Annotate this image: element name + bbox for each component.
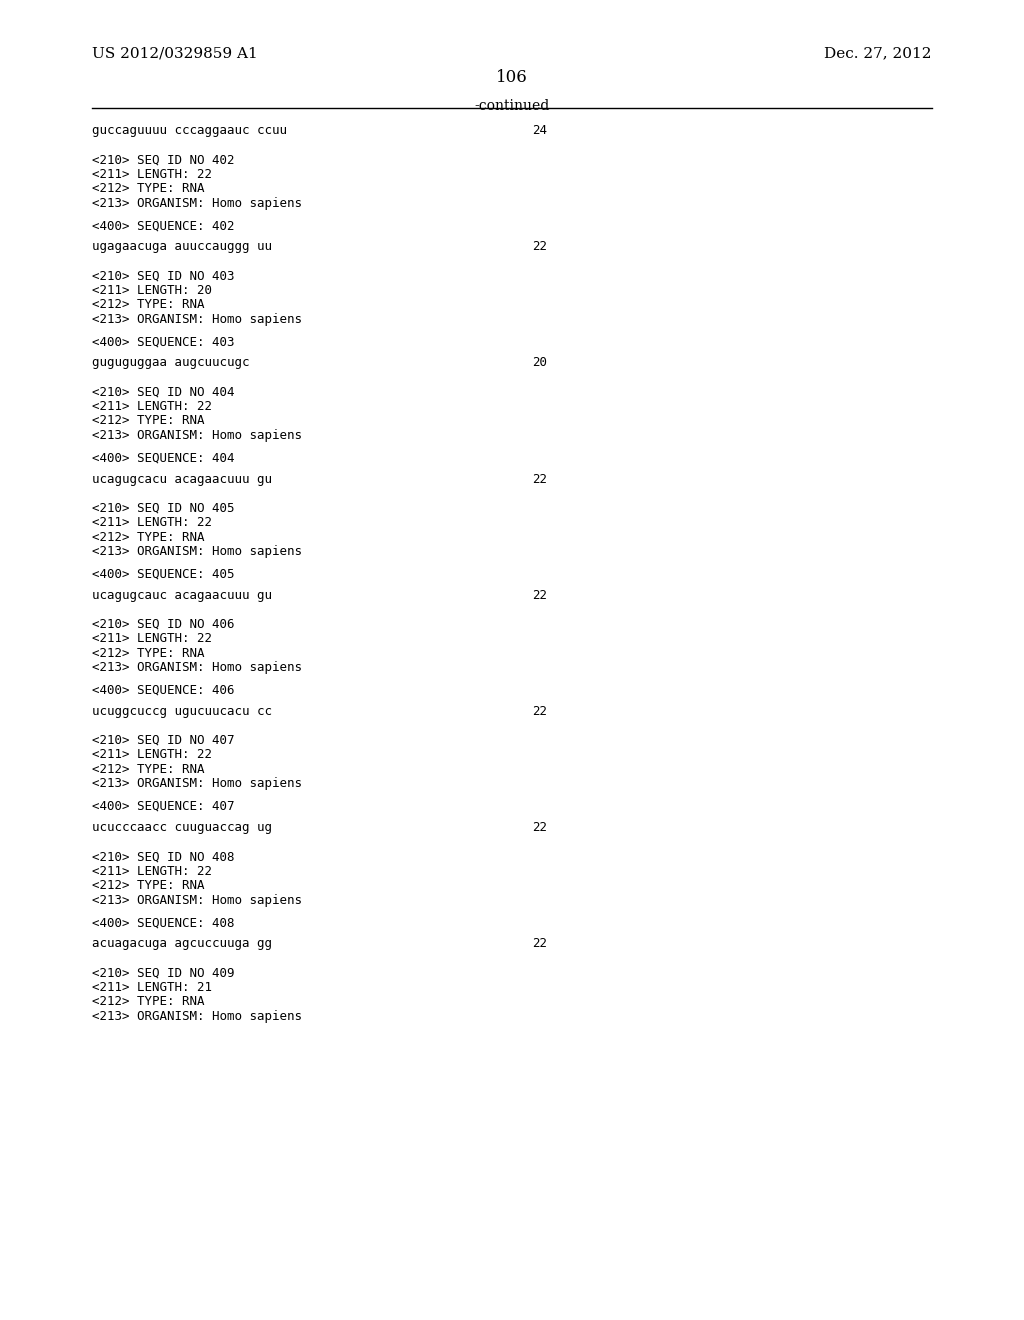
Text: 24: 24: [532, 124, 548, 137]
Text: <212> TYPE: RNA: <212> TYPE: RNA: [92, 531, 205, 544]
Text: <213> ORGANISM: Homo sapiens: <213> ORGANISM: Homo sapiens: [92, 197, 302, 210]
Text: <400> SEQUENCE: 408: <400> SEQUENCE: 408: [92, 916, 234, 929]
Text: <213> ORGANISM: Homo sapiens: <213> ORGANISM: Homo sapiens: [92, 313, 302, 326]
Text: <400> SEQUENCE: 402: <400> SEQUENCE: 402: [92, 219, 234, 232]
Text: ucucccaacc cuuguaccag ug: ucucccaacc cuuguaccag ug: [92, 821, 272, 834]
Text: <212> TYPE: RNA: <212> TYPE: RNA: [92, 995, 205, 1008]
Text: guguguggaa augcuucugc: guguguggaa augcuucugc: [92, 356, 250, 370]
Text: US 2012/0329859 A1: US 2012/0329859 A1: [92, 46, 258, 61]
Text: <213> ORGANISM: Homo sapiens: <213> ORGANISM: Homo sapiens: [92, 429, 302, 442]
Text: <210> SEQ ID NO 404: <210> SEQ ID NO 404: [92, 385, 234, 399]
Text: <400> SEQUENCE: 406: <400> SEQUENCE: 406: [92, 684, 234, 697]
Text: <211> LENGTH: 20: <211> LENGTH: 20: [92, 284, 212, 297]
Text: ucagugcacu acagaacuuu gu: ucagugcacu acagaacuuu gu: [92, 473, 272, 486]
Text: <212> TYPE: RNA: <212> TYPE: RNA: [92, 414, 205, 428]
Text: <212> TYPE: RNA: <212> TYPE: RNA: [92, 647, 205, 660]
Text: <213> ORGANISM: Homo sapiens: <213> ORGANISM: Homo sapiens: [92, 1010, 302, 1023]
Text: Dec. 27, 2012: Dec. 27, 2012: [824, 46, 932, 61]
Text: <211> LENGTH: 22: <211> LENGTH: 22: [92, 400, 212, 413]
Text: acuagacuga agcuccuuga gg: acuagacuga agcuccuuga gg: [92, 937, 272, 950]
Text: <210> SEQ ID NO 408: <210> SEQ ID NO 408: [92, 850, 234, 863]
Text: <210> SEQ ID NO 409: <210> SEQ ID NO 409: [92, 966, 234, 979]
Text: <211> LENGTH: 22: <211> LENGTH: 22: [92, 865, 212, 878]
Text: <210> SEQ ID NO 406: <210> SEQ ID NO 406: [92, 618, 234, 631]
Text: ucagugcauc acagaacuuu gu: ucagugcauc acagaacuuu gu: [92, 589, 272, 602]
Text: -continued: -continued: [474, 99, 550, 114]
Text: 22: 22: [532, 705, 548, 718]
Text: <212> TYPE: RNA: <212> TYPE: RNA: [92, 763, 205, 776]
Text: 22: 22: [532, 473, 548, 486]
Text: <210> SEQ ID NO 407: <210> SEQ ID NO 407: [92, 734, 234, 747]
Text: 22: 22: [532, 937, 548, 950]
Text: <212> TYPE: RNA: <212> TYPE: RNA: [92, 879, 205, 892]
Text: 106: 106: [496, 69, 528, 86]
Text: <212> TYPE: RNA: <212> TYPE: RNA: [92, 182, 205, 195]
Text: <400> SEQUENCE: 405: <400> SEQUENCE: 405: [92, 568, 234, 581]
Text: <211> LENGTH: 21: <211> LENGTH: 21: [92, 981, 212, 994]
Text: <213> ORGANISM: Homo sapiens: <213> ORGANISM: Homo sapiens: [92, 661, 302, 675]
Text: ugagaacuga auuccauggg uu: ugagaacuga auuccauggg uu: [92, 240, 272, 253]
Text: <211> LENGTH: 22: <211> LENGTH: 22: [92, 168, 212, 181]
Text: 22: 22: [532, 240, 548, 253]
Text: <210> SEQ ID NO 403: <210> SEQ ID NO 403: [92, 269, 234, 282]
Text: <213> ORGANISM: Homo sapiens: <213> ORGANISM: Homo sapiens: [92, 777, 302, 791]
Text: <210> SEQ ID NO 402: <210> SEQ ID NO 402: [92, 153, 234, 166]
Text: <213> ORGANISM: Homo sapiens: <213> ORGANISM: Homo sapiens: [92, 894, 302, 907]
Text: <211> LENGTH: 22: <211> LENGTH: 22: [92, 632, 212, 645]
Text: <400> SEQUENCE: 407: <400> SEQUENCE: 407: [92, 800, 234, 813]
Text: <400> SEQUENCE: 404: <400> SEQUENCE: 404: [92, 451, 234, 465]
Text: 22: 22: [532, 589, 548, 602]
Text: <211> LENGTH: 22: <211> LENGTH: 22: [92, 516, 212, 529]
Text: <211> LENGTH: 22: <211> LENGTH: 22: [92, 748, 212, 762]
Text: guccaguuuu cccaggaauc ccuu: guccaguuuu cccaggaauc ccuu: [92, 124, 287, 137]
Text: <213> ORGANISM: Homo sapiens: <213> ORGANISM: Homo sapiens: [92, 545, 302, 558]
Text: <400> SEQUENCE: 403: <400> SEQUENCE: 403: [92, 335, 234, 348]
Text: ucuggcuccg ugucuucacu cc: ucuggcuccg ugucuucacu cc: [92, 705, 272, 718]
Text: <212> TYPE: RNA: <212> TYPE: RNA: [92, 298, 205, 312]
Text: 20: 20: [532, 356, 548, 370]
Text: 22: 22: [532, 821, 548, 834]
Text: <210> SEQ ID NO 405: <210> SEQ ID NO 405: [92, 502, 234, 515]
